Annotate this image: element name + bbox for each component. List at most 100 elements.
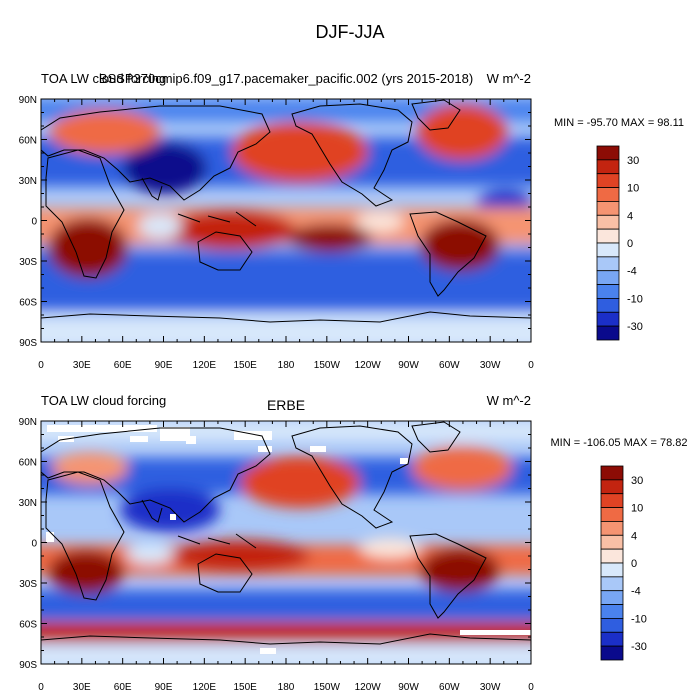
lon-label: 90E	[155, 360, 173, 371]
lon-label: 0	[528, 682, 534, 693]
lon-label: 90W	[398, 360, 419, 371]
panel-2-lat-labels: 90N 60N 30N 0 30S 60S 90S	[19, 417, 38, 671]
panel-2-units: W m^-2	[487, 393, 531, 408]
lon-label: 60E	[114, 682, 132, 693]
colorbar-label: -4	[627, 266, 637, 278]
lon-label: 60W	[439, 360, 460, 371]
colorbar-swatch	[600, 548, 624, 564]
panel-2: TOA LW cloud forcing ERBE W m^-2	[19, 393, 688, 693]
lon-label: 90W	[398, 682, 419, 693]
colorbar-label: 0	[627, 238, 633, 250]
coast-south-america	[409, 533, 487, 619]
colorbar-swatch	[600, 562, 624, 578]
colorbar-label: 30	[631, 475, 643, 487]
lon-label: 150W	[314, 360, 341, 371]
missing-patch	[310, 446, 326, 452]
colorbar-label: 30	[627, 155, 639, 167]
colorbar-label: 10	[627, 183, 639, 195]
field2-band-south-blue	[41, 590, 531, 620]
colorbar-swatch	[600, 631, 624, 647]
colorbar-swatch	[596, 311, 620, 327]
panel-2-center-title: ERBE	[267, 397, 305, 413]
lat-label: 60S	[19, 298, 37, 309]
colorbar-swatch	[596, 201, 620, 216]
panel-1-center-title: BSSP370cmip6.f09_g17.pacemaker_pacific.0…	[99, 71, 473, 86]
field-band-antarctic	[41, 318, 531, 342]
field2-north-pacific-red	[240, 456, 360, 508]
coast-eurasia	[41, 427, 271, 523]
colorbar-label: -30	[631, 641, 647, 653]
colorbar-swatch	[596, 256, 620, 272]
missing-patch	[258, 446, 272, 452]
field2-tibet-dark	[120, 488, 220, 532]
field-north-pacific-red	[232, 122, 368, 182]
panel-2-left-title: TOA LW cloud forcing	[41, 393, 166, 408]
colorbar-swatch	[596, 242, 620, 258]
colorbar-label: -10	[627, 293, 643, 305]
panel-2-colorbar	[600, 465, 624, 661]
lat-label: 90S	[19, 338, 37, 349]
field2-east-pacific-light	[360, 538, 420, 558]
panel-1-coastlines	[41, 99, 531, 323]
colorbar-swatch	[600, 521, 624, 536]
lat-label: 60S	[19, 620, 37, 631]
missing-patch	[130, 436, 148, 442]
field2-europe-red	[52, 452, 128, 484]
colorbar-label: -10	[631, 613, 647, 625]
field2-north-atlantic-red	[412, 446, 512, 490]
colorbar-swatch	[596, 214, 620, 230]
coast-antarctica	[41, 633, 531, 645]
lon-label: 120W	[355, 682, 382, 693]
lat-label: 30N	[19, 176, 37, 187]
colorbar-swatch	[596, 145, 620, 161]
field-east-pacific-light	[356, 212, 404, 232]
missing-patch	[460, 630, 531, 635]
lat-label: 60N	[19, 458, 37, 469]
lat-label: 0	[31, 539, 37, 550]
coast-greenland	[411, 421, 461, 453]
colorbar-label: -4	[631, 586, 641, 598]
field-greenland-red	[417, 104, 507, 160]
colorbar-swatch	[600, 590, 624, 605]
lon-label: 120W	[355, 360, 382, 371]
lon-label: 150E	[233, 360, 257, 371]
lat-label: 90N	[19, 417, 37, 428]
lon-label: 60W	[439, 682, 460, 693]
lon-label: 0	[38, 682, 44, 693]
colorbar-swatch	[600, 645, 624, 661]
coast-greenland	[411, 99, 461, 131]
colorbar-swatch	[596, 298, 620, 313]
main-title: DJF-JJA	[316, 22, 385, 42]
coast-india	[141, 499, 163, 523]
colorbar-swatch	[596, 325, 620, 341]
field-indian-ocean-light	[138, 214, 182, 238]
colorbar-swatch	[600, 604, 624, 619]
lon-label: 30W	[480, 682, 501, 693]
colorbar-swatch	[600, 534, 624, 550]
panel-1-stats: MIN = -95.70 MAX = 98.11	[554, 117, 684, 129]
field-south-pacific-dark	[288, 224, 372, 252]
missing-patch	[47, 425, 157, 432]
lat-label: 60N	[19, 136, 37, 147]
lon-label: 120E	[193, 682, 217, 693]
field2-band-south-red	[41, 622, 531, 642]
colorbar-swatch	[596, 284, 620, 299]
field-siberia-red	[50, 110, 160, 154]
field-africa-dark	[48, 218, 128, 278]
lon-label: 60E	[114, 360, 132, 371]
coast-india	[141, 177, 163, 201]
missing-patch	[186, 436, 196, 444]
coast-north-america	[291, 103, 413, 207]
missing-patch	[46, 532, 54, 542]
lon-label: 120E	[193, 360, 217, 371]
lat-label: 90S	[19, 660, 37, 671]
lon-label: 30E	[73, 682, 91, 693]
coast-south-america	[409, 211, 487, 297]
lon-label: 150E	[233, 682, 257, 693]
colorbar-swatch	[600, 479, 624, 495]
field2-band-antarctic	[41, 646, 531, 664]
field2-indian-ocean-light	[126, 544, 174, 564]
colorbar-swatch	[596, 187, 620, 202]
panel-2-stats: MIN = -106.05 MAX = 78.82	[551, 437, 688, 449]
